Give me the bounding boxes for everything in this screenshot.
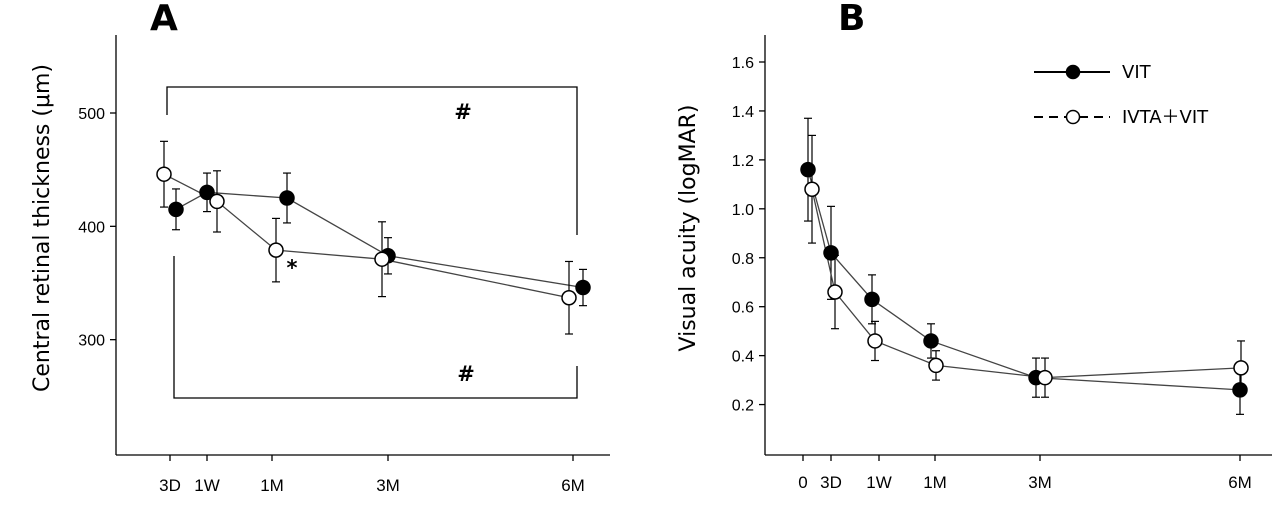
panel-b-xtick-label: 1M <box>923 473 947 492</box>
panel-a-xtick-label: 1W <box>194 476 220 495</box>
panel-b-point-open <box>867 333 883 349</box>
panel-a-ytick-label: 300 <box>78 333 105 350</box>
panel-b-markers <box>800 161 1249 398</box>
legend-label-vit: VIT <box>1122 62 1152 83</box>
panel-a-point-open <box>561 289 577 306</box>
panel-b-series-line-open <box>811 189 1242 379</box>
panel-b-point-filled <box>1232 382 1248 398</box>
panel-b-ytick-label: 1.0 <box>732 202 754 219</box>
panel-a-xtick-label: 6M <box>561 476 585 495</box>
panel-b-xtick-label: 0 <box>798 473 807 492</box>
panel-a-series-line-open <box>163 173 570 299</box>
panel-b-ytick-label: 1.4 <box>732 104 754 121</box>
panel-a-letter: A <box>150 0 178 39</box>
panel-b-ytick-label: 1.6 <box>732 55 754 72</box>
legend-label-ivta-vit: IVTA＋VIT <box>1122 107 1209 128</box>
panel-a-point-filled <box>168 201 184 218</box>
panel-b-point-open <box>1037 369 1053 386</box>
panel-b-ytick-label: 1.2 <box>732 153 754 170</box>
panel-b-ytick-label: 0.6 <box>732 300 754 317</box>
panel-b-xtick-label: 6M <box>1228 473 1252 492</box>
panel-b: B Visual acuity (logMAR) VIT IVTA＋VIT 0.… <box>676 0 1272 492</box>
panel-b-point-open <box>928 357 944 374</box>
panel-a-markers <box>156 166 591 306</box>
panel-b-point-open <box>827 284 843 300</box>
panel-b-point-filled <box>800 161 816 178</box>
panel-b-xtick-label: 3D <box>820 473 842 492</box>
panel-b-point-open <box>1233 360 1249 376</box>
panel-b-point-open <box>804 181 820 197</box>
panel-a-xtick-label: 3D <box>159 476 181 495</box>
panel-a: A Central retinal thickness (μm) # # * 3… <box>30 0 610 495</box>
panel-b-ytick-label: 0.2 <box>732 398 754 415</box>
panel-a-point-filled <box>199 184 215 201</box>
panel-b-point-filled <box>864 291 880 308</box>
panel-a-point-open <box>268 242 284 258</box>
panel-a-point-open <box>156 166 172 182</box>
panel-a-point-filled <box>279 190 295 206</box>
bottom-bracket <box>173 256 578 399</box>
panel-a-ytick-label: 400 <box>78 219 105 236</box>
panel-a-lines <box>160 140 587 335</box>
panel-a-xtick-label: 1M <box>260 476 284 495</box>
panel-b-series-line-filled <box>807 169 1241 391</box>
panel-a-point-filled <box>575 279 591 296</box>
bottom-bracket-mark: # <box>457 362 475 386</box>
panel-b-point-filled <box>923 333 939 349</box>
legend: VIT IVTA＋VIT <box>1034 62 1209 128</box>
panel-a-point-open <box>374 251 390 267</box>
panel-b-ytick-label: 0.8 <box>732 251 754 268</box>
panel-a-point-open <box>209 193 225 210</box>
top-bracket-mark: # <box>454 100 472 124</box>
panel-b-ytick-label: 0.4 <box>732 349 754 366</box>
panel-b-xtick-label: 1W <box>866 473 892 492</box>
panel-b-xtick-label: 3M <box>1028 473 1052 492</box>
panel-a-series-line-filled <box>175 191 584 289</box>
panel-b-point-filled <box>823 245 839 261</box>
legend-marker-vit <box>1065 64 1081 80</box>
asterisk-mark: * <box>287 256 298 280</box>
legend-marker-ivta-vit <box>1065 109 1081 125</box>
panel-b-lines <box>804 117 1245 415</box>
panel-a-ytick-label: 500 <box>78 106 105 123</box>
top-bracket <box>166 86 578 235</box>
panel-b-ylabel: Visual acuity (logMAR) <box>676 105 701 352</box>
panel-b-letter: B <box>838 0 865 39</box>
panel-a-ylabel: Central retinal thickness (μm) <box>30 64 55 392</box>
panel-a-xtick-label: 3M <box>376 476 400 495</box>
